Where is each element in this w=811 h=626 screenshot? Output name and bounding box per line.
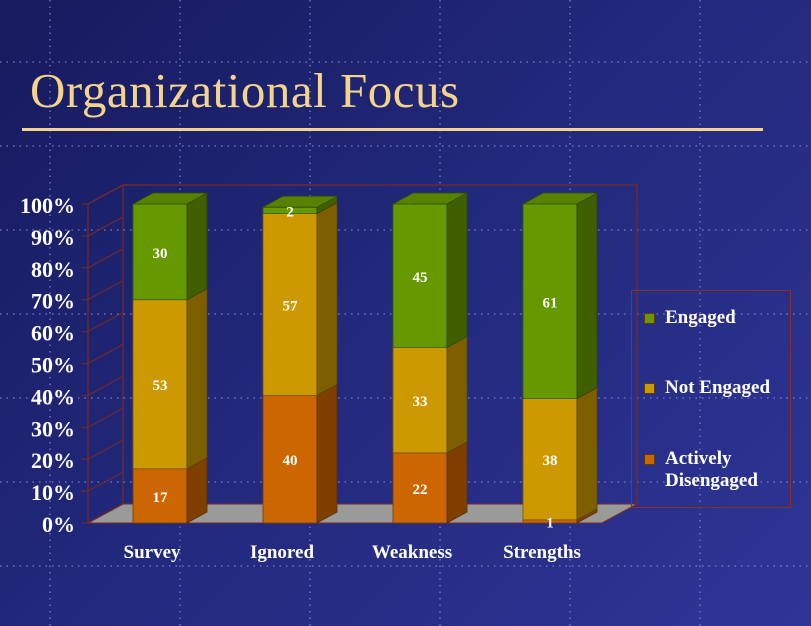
data-label-not-engaged-strengths: 38 — [543, 453, 558, 469]
bar-side-not-engaged-strengths — [576, 386, 598, 521]
data-label-not-engaged-weakness: 33 — [413, 394, 428, 410]
page-title: Organizational Focus — [30, 63, 460, 118]
bar-side-not-engaged-survey — [186, 288, 208, 470]
bar-side-not-engaged-weakness — [446, 335, 468, 454]
legend-label-engaged: Engaged — [665, 307, 736, 328]
y-tick-label-70: 70% — [31, 289, 75, 314]
y-tick-label-20: 20% — [31, 448, 75, 473]
bar-side-actively-disengaged-ignored — [316, 383, 338, 524]
bar-side-actively-disengaged-weakness — [446, 441, 468, 524]
y-tick-label-80: 80% — [31, 257, 75, 282]
data-label-actively-disengaged-survey: 17 — [153, 490, 169, 506]
data-label-actively-disengaged-ignored: 40 — [283, 453, 298, 469]
y-side-gridline-70 — [87, 280, 124, 301]
chart-back-wall — [123, 184, 638, 504]
legend-swatch-not-engaged — [644, 383, 655, 394]
y-side-gridline-30 — [87, 407, 124, 428]
bar-side-not-engaged-ignored — [316, 201, 338, 397]
bar-front-not-engaged-ignored — [262, 213, 318, 396]
bar-top-survey — [132, 192, 208, 205]
y-side-gridline-10 — [87, 471, 124, 492]
y-side-gridline-50 — [87, 344, 124, 364]
x-tick-label-ignored: Ignored — [250, 542, 314, 563]
data-label-engaged-ignored: 2 — [286, 204, 294, 220]
legend-label-actively-disengaged: Actively Disengaged — [665, 448, 758, 491]
y-side-gridline-40 — [87, 375, 124, 396]
y-tick-label-100: 100% — [20, 193, 75, 218]
y-side-gridline-60 — [87, 312, 124, 333]
bar-front-not-engaged-survey — [132, 299, 188, 470]
legend-swatch-actively-disengaged — [644, 454, 655, 465]
y-tick-label-60: 60% — [31, 321, 75, 346]
bar-front-actively-disengaged-ignored — [262, 394, 318, 524]
data-label-engaged-weakness: 45 — [413, 270, 428, 286]
y-side-gridline-80 — [87, 248, 124, 269]
y-tick-label-30: 30% — [31, 416, 75, 441]
bar-top-strengths — [522, 192, 598, 205]
y-side-gridline-90 — [87, 216, 124, 237]
data-label-not-engaged-ignored: 57 — [283, 298, 299, 314]
y-tick-label-0: 0% — [42, 512, 75, 537]
y-tick-label-40: 40% — [31, 384, 75, 409]
x-tick-label-survey: Survey — [124, 542, 182, 563]
chart-legend: Engaged Not Engaged Actively Disengaged — [631, 290, 791, 508]
data-label-engaged-strengths: 61 — [543, 295, 558, 311]
legend-label-not-engaged: Not Engaged — [665, 377, 771, 398]
legend-swatch-engaged — [644, 313, 655, 324]
bar-front-engaged-strengths — [522, 203, 578, 399]
y-tick-label-50: 50% — [31, 353, 75, 378]
data-label-not-engaged-survey: 53 — [153, 378, 168, 394]
data-label-engaged-survey: 30 — [153, 246, 168, 262]
bar-side-engaged-survey — [186, 192, 208, 301]
bar-side-engaged-strengths — [576, 192, 598, 400]
data-label-actively-disengaged-strengths: 1 — [546, 515, 554, 531]
bar-top-ignored — [262, 195, 338, 208]
bar-top-weakness — [392, 192, 468, 205]
bar-front-actively-disengaged-weakness — [392, 452, 448, 524]
bar-side-engaged-weakness — [446, 192, 468, 349]
y-tick-label-90: 90% — [31, 225, 75, 250]
x-tick-label-strengths: Strengths — [503, 542, 581, 563]
y-side-gridline-20 — [87, 439, 124, 460]
data-label-actively-disengaged-weakness: 22 — [413, 482, 428, 498]
y-side-gridline-100 — [87, 184, 124, 205]
bar-front-engaged-survey — [132, 203, 188, 301]
y-side-gridline-0 — [87, 503, 124, 524]
bar-front-actively-disengaged-survey — [132, 468, 188, 524]
title-underline — [22, 128, 763, 131]
x-tick-label-weakness: Weakness — [372, 542, 452, 563]
y-tick-label-10: 10% — [31, 480, 75, 505]
